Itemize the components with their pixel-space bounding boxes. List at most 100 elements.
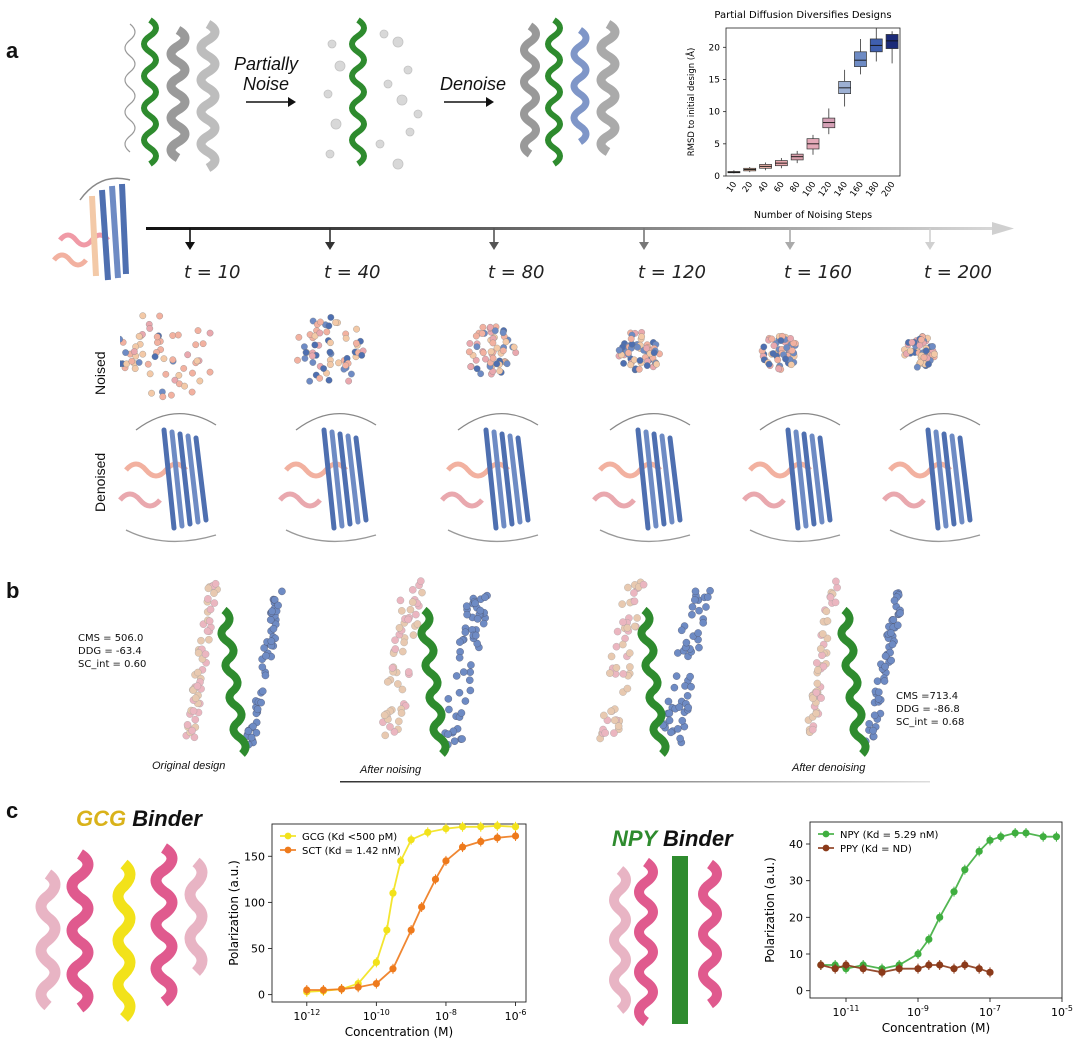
data-point xyxy=(914,950,922,958)
y-tick-label: 100 xyxy=(244,896,265,909)
rmsd-box-chart: Partial Diffusion Diversifies Designs 0 5 1… xyxy=(685,10,901,221)
x-tick-label: 10-9 xyxy=(907,1004,929,1019)
arrow-right-icon xyxy=(246,97,296,107)
y-tick-label: 0 xyxy=(796,985,803,998)
caption-after-noising: After noising xyxy=(360,764,422,776)
data-point xyxy=(1022,829,1030,837)
data-point xyxy=(389,965,397,973)
legend-marker xyxy=(284,832,292,840)
chart-title: Partial Diffusion Diversifies Designs xyxy=(714,10,891,21)
denoise-label: Denoise xyxy=(440,74,507,94)
panel-b-structure xyxy=(596,578,714,757)
series-line xyxy=(306,835,516,991)
legend-label: SCT (Kd = 1.42 nM) xyxy=(302,846,401,857)
x-tick-label: 140 xyxy=(833,180,851,199)
plot-frame xyxy=(725,27,901,177)
caption-original-design: Original design xyxy=(152,760,226,772)
data-point xyxy=(407,836,415,844)
noised-structure xyxy=(615,329,663,374)
data-point xyxy=(986,968,994,976)
row-label-noised: Noised xyxy=(92,351,108,395)
y-tick-label: 15 xyxy=(709,75,720,85)
data-point xyxy=(319,986,327,994)
data-point xyxy=(950,965,958,973)
data-point xyxy=(936,913,944,921)
data-point xyxy=(986,836,994,844)
legend-label: NPY (Kd = 5.29 nM) xyxy=(840,830,939,841)
panel-b-structures xyxy=(182,577,904,757)
noised-structure xyxy=(465,323,520,378)
partially-noise-label: Partially Noise xyxy=(226,54,306,94)
data-point xyxy=(337,985,346,993)
x-tick-label: 10-8 xyxy=(435,1008,457,1023)
data-point xyxy=(442,857,450,865)
npy-binder-title: NPY Binder xyxy=(612,826,733,852)
legend-label: PPY (Kd = ND) xyxy=(840,844,912,855)
box xyxy=(854,51,867,67)
data-point xyxy=(842,961,850,969)
panel-b-divider xyxy=(340,781,930,783)
data-point xyxy=(878,968,886,976)
gcg-title-word: GCG xyxy=(76,806,127,831)
binder-title-word: Binder xyxy=(132,806,202,831)
data-point xyxy=(817,961,825,969)
data-point xyxy=(493,834,501,842)
data-point xyxy=(914,965,922,973)
data-point xyxy=(975,847,983,855)
x-tick-label: 20 xyxy=(741,180,755,195)
gcg-binder-title: GCG Binder xyxy=(76,806,202,832)
data-point xyxy=(925,961,933,969)
data-point xyxy=(997,833,1005,841)
timeline-arrow xyxy=(146,222,1014,235)
data-point xyxy=(354,983,362,991)
down-arrow-icon xyxy=(185,228,195,250)
noised-structure xyxy=(294,314,367,385)
legend-marker xyxy=(822,830,830,838)
data-point xyxy=(859,965,867,973)
gcg-binder-structure xyxy=(35,843,208,1022)
timestep-label: t = 120 xyxy=(638,262,706,283)
y-axis-label: Polarization (a.u.) xyxy=(763,857,777,963)
caption-after-denoising: After denoising xyxy=(792,762,866,774)
x-axis-label: Number of Noising Steps xyxy=(754,210,872,221)
denoised-structure xyxy=(118,413,217,543)
data-point xyxy=(975,965,983,973)
noised-structures xyxy=(120,312,938,401)
y-tick-label: 0 xyxy=(258,989,265,1002)
y-tick-label: 10 xyxy=(709,108,721,118)
denoised-structure xyxy=(592,413,691,543)
y-tick-label: 5 xyxy=(714,140,720,150)
panel-b-structure xyxy=(379,577,491,757)
x-tick-label: 10-7 xyxy=(979,1004,1001,1019)
original-metrics: CMS = 506.0 DDG = -63.4 SC_int = 0.60 xyxy=(78,633,147,670)
data-point xyxy=(961,961,969,969)
data-point xyxy=(407,926,415,934)
y-tick-label: 10 xyxy=(789,948,803,961)
y-tick-label: 50 xyxy=(251,943,265,956)
row-label-denoised: Denoised xyxy=(92,452,108,512)
data-point xyxy=(895,965,903,973)
timestep-label: t = 160 xyxy=(784,262,852,283)
x-tick-label: 10-5 xyxy=(1051,1004,1073,1019)
data-point xyxy=(477,837,485,846)
data-point xyxy=(1011,829,1019,837)
data-point xyxy=(511,832,520,840)
denoised-structures xyxy=(118,413,981,543)
panel-letter-a: a xyxy=(6,38,19,63)
noised-structure xyxy=(120,312,214,401)
denoised-structure xyxy=(882,413,981,543)
panel-b-structure xyxy=(804,577,904,757)
x-tick-label: 10-12 xyxy=(293,1008,320,1023)
x-tick-label: 10 xyxy=(725,180,739,195)
npy-binding-chart: 0 10 20 30 40 10-11 10-9 10-7 10-5 Concentration … xyxy=(763,821,1073,1035)
down-arrow-icon xyxy=(639,228,649,250)
panel-b-structure xyxy=(182,580,286,757)
binder-title-word: Binder xyxy=(662,826,733,851)
plot-frame xyxy=(809,821,1063,999)
panel-letter-b: b xyxy=(6,578,20,603)
x-tick-label: 60 xyxy=(772,180,786,195)
timestep-label: t = 10 xyxy=(184,262,241,283)
data-point xyxy=(458,823,467,831)
legend-label: GCG (Kd <500 pM) xyxy=(302,832,397,843)
box xyxy=(885,34,899,49)
